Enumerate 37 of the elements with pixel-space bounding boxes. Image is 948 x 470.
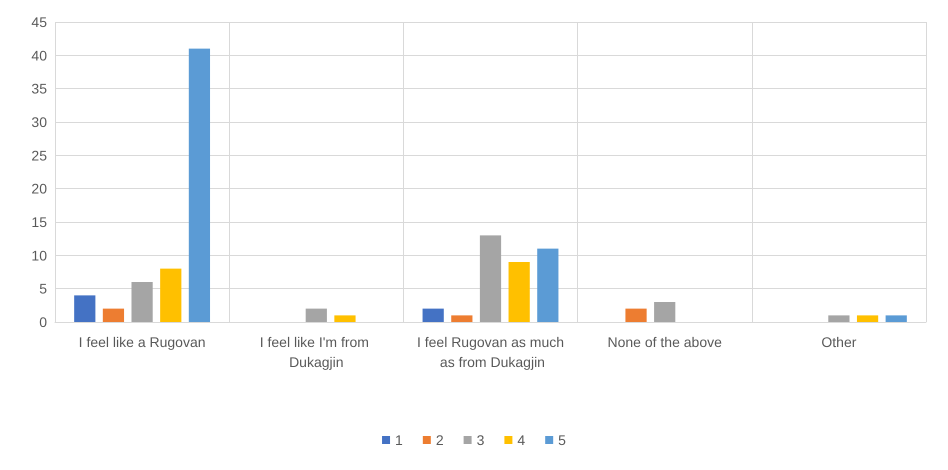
bar xyxy=(508,262,530,322)
y-tick-label: 15 xyxy=(31,214,48,230)
bar xyxy=(102,308,124,322)
x-tick-label: I feel like I'm from Dukagjin xyxy=(260,334,373,370)
y-tick-label: 20 xyxy=(31,180,48,197)
bar xyxy=(654,302,676,322)
y-tick-label: 40 xyxy=(31,47,48,64)
bar xyxy=(188,48,210,322)
bar xyxy=(537,248,558,322)
y-tick-label: 10 xyxy=(31,247,48,264)
y-tick-label: 35 xyxy=(31,80,48,97)
bar xyxy=(160,268,182,322)
bar xyxy=(451,315,472,322)
legend-label: 4 xyxy=(517,432,526,448)
legend-label: 5 xyxy=(558,432,566,448)
bar xyxy=(334,315,356,322)
bar xyxy=(131,282,153,322)
y-tick-label: 0 xyxy=(39,314,48,330)
y-tick-label: 5 xyxy=(39,280,48,297)
bar xyxy=(625,308,647,322)
bar xyxy=(74,295,96,322)
x-tick-label: Other xyxy=(821,334,857,350)
bar xyxy=(856,315,878,322)
x-tick-label: I feel Rugovan as much as from Dukagjin xyxy=(416,334,564,370)
bar xyxy=(480,235,502,322)
y-tick-label: 30 xyxy=(31,114,48,130)
legend-label: 2 xyxy=(436,432,444,448)
bar xyxy=(886,315,907,322)
bar xyxy=(828,315,850,322)
bar xyxy=(422,308,444,322)
bar xyxy=(306,308,327,322)
x-tick-label: None of the above xyxy=(607,334,722,350)
legend-label: 1 xyxy=(395,432,404,448)
y-tick-label: 45 xyxy=(31,14,48,30)
x-tick-label: I feel like a Rugovan xyxy=(78,334,206,350)
y-tick-label: 25 xyxy=(31,147,48,164)
legend-label: 3 xyxy=(476,432,485,448)
